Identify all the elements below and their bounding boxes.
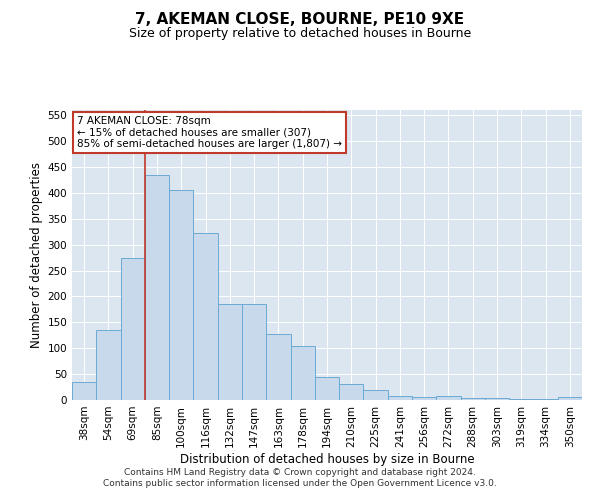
X-axis label: Distribution of detached houses by size in Bourne: Distribution of detached houses by size … (179, 452, 475, 466)
Bar (364, 390, 388, 400)
Text: Size of property relative to detached houses in Bourne: Size of property relative to detached ho… (129, 28, 471, 40)
Bar (558, 398, 582, 400)
Bar (96, 330, 121, 400)
Bar (145, 174, 169, 400)
Bar (388, 396, 412, 400)
Text: Contains HM Land Registry data © Crown copyright and database right 2024.
Contai: Contains HM Land Registry data © Crown c… (103, 468, 497, 487)
Bar (436, 396, 461, 400)
Bar (266, 334, 290, 400)
Text: 7, AKEMAN CLOSE, BOURNE, PE10 9XE: 7, AKEMAN CLOSE, BOURNE, PE10 9XE (136, 12, 464, 28)
Bar (169, 190, 193, 400)
Y-axis label: Number of detached properties: Number of detached properties (30, 162, 43, 348)
Bar (412, 398, 436, 400)
Bar (193, 233, 218, 400)
Bar (509, 399, 533, 400)
Bar (533, 399, 558, 400)
Bar (218, 304, 242, 400)
Bar (72, 382, 96, 400)
Bar (242, 304, 266, 400)
Bar (315, 376, 339, 400)
Bar (485, 398, 509, 400)
Bar (461, 398, 485, 400)
Text: 7 AKEMAN CLOSE: 78sqm
← 15% of detached houses are smaller (307)
85% of semi-det: 7 AKEMAN CLOSE: 78sqm ← 15% of detached … (77, 116, 342, 149)
Bar (290, 346, 315, 400)
Bar (339, 384, 364, 400)
Bar (121, 258, 145, 400)
